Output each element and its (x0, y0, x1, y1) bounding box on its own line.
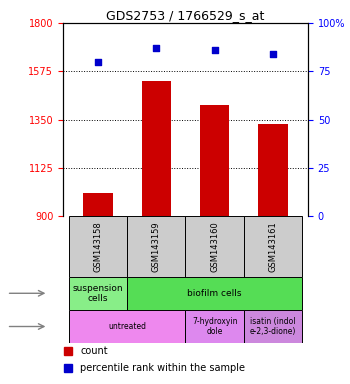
Point (154, 45, 159, 51)
Bar (244, 216, 302, 277)
Point (212, 47, 217, 53)
Text: GSM143158: GSM143158 (93, 221, 103, 272)
Text: GSM143161: GSM143161 (268, 221, 278, 272)
Text: 7-hydroxyin
dole: 7-hydroxyin dole (192, 317, 237, 336)
Point (270, 51, 276, 57)
Bar (186, 216, 244, 277)
Bar (200, 104, 229, 216)
Bar (127, 216, 186, 277)
Bar (186, 310, 244, 343)
Text: GSM143160: GSM143160 (210, 221, 219, 272)
Bar (83, 193, 113, 216)
Bar (258, 124, 288, 216)
Bar (142, 81, 171, 216)
Text: percentile rank within the sample: percentile rank within the sample (80, 363, 245, 373)
Text: biofilm cells: biofilm cells (187, 289, 242, 298)
Point (95, 59, 101, 65)
Bar (244, 310, 302, 343)
Text: untreated: untreated (108, 322, 146, 331)
Title: GDS2753 / 1766529_s_at: GDS2753 / 1766529_s_at (106, 9, 265, 22)
Text: isatin (indol
e-2,3-dione): isatin (indol e-2,3-dione) (250, 317, 296, 336)
Bar (69, 310, 186, 343)
Bar (69, 216, 127, 277)
Text: GSM143159: GSM143159 (152, 221, 161, 272)
Text: count: count (80, 346, 108, 356)
Bar (127, 277, 302, 310)
Text: suspension
cells: suspension cells (73, 284, 123, 303)
Bar (69, 277, 127, 310)
